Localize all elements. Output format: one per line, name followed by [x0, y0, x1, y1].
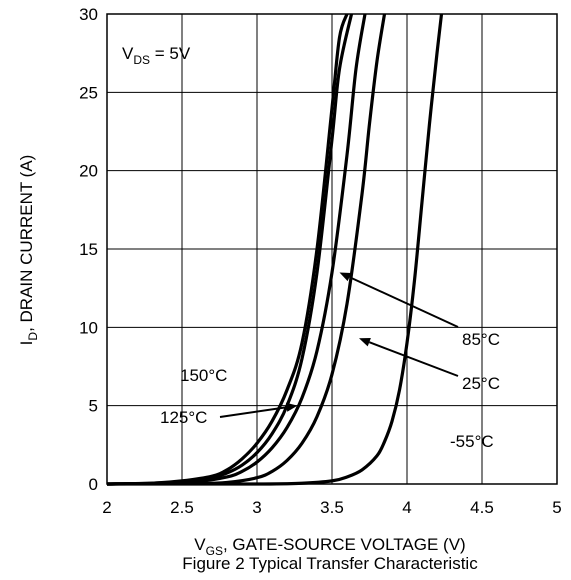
- figure-caption: Figure 2 Typical Transfer Characteristic: [182, 554, 478, 573]
- x-tick-label: 2: [102, 498, 111, 517]
- annotation-label: 85°C: [462, 330, 500, 349]
- series-line: [106, 13, 444, 486]
- annotation-label: 25°C: [462, 374, 500, 393]
- arrow-line: [368, 341, 459, 377]
- x-tick-label: 4: [402, 498, 411, 517]
- y-tick-labels: 0 5 10 15 20 25 30: [79, 5, 98, 494]
- y-tick-label: 20: [79, 162, 98, 181]
- x-axis-title: VGS, GATE-SOURCE VOLTAGE (V): [194, 535, 465, 558]
- y-tick-label: 5: [89, 397, 98, 416]
- vds-condition: VDS = 5V: [122, 44, 191, 67]
- x-tick-label: 4.5: [470, 498, 494, 517]
- y-tick-label: 25: [79, 83, 98, 102]
- x-tick-label: 3: [252, 498, 261, 517]
- y-tick-label: 10: [79, 318, 98, 337]
- series-line: [106, 13, 367, 486]
- arrow-head: [339, 272, 352, 282]
- arrow-line: [349, 276, 459, 328]
- curves: [106, 13, 444, 486]
- y-axis-title: ID, DRAIN CURRENT (A): [17, 155, 40, 346]
- annotation-label: -55°C: [450, 432, 494, 451]
- arrow-head: [359, 338, 371, 347]
- annotation-arrows: [219, 272, 459, 418]
- plot-frame: [106, 13, 558, 485]
- annotation-label: 150°C: [180, 366, 227, 385]
- x-tick-label: 3.5: [320, 498, 344, 517]
- arrow-line: [219, 406, 287, 418]
- y-tick-label: 0: [89, 475, 98, 494]
- x-tick-label: 2.5: [170, 498, 194, 517]
- x-tick-labels: 2 2.5 3 3.5 4 4.5 5: [102, 498, 561, 517]
- y-tick-label: 15: [79, 240, 98, 259]
- annotation-label: 125°C: [160, 408, 207, 427]
- y-tick-label: 30: [79, 5, 98, 24]
- arrow-head: [285, 402, 298, 412]
- x-tick-label: 5: [552, 498, 561, 517]
